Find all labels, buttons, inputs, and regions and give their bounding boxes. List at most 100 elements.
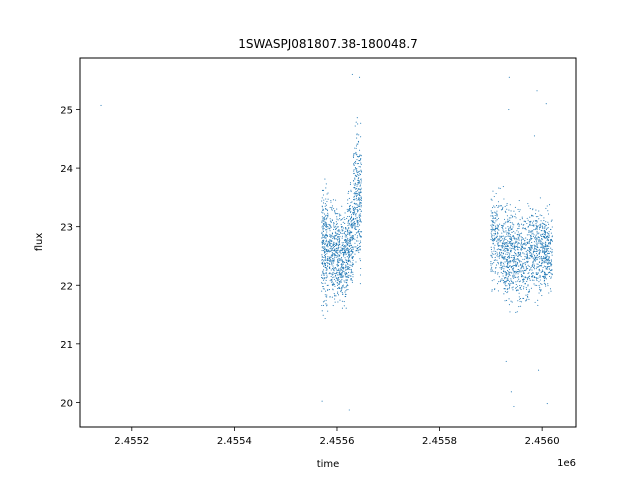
- data-point: [541, 262, 543, 265]
- data-point: [342, 218, 344, 220]
- data-point: [544, 278, 546, 280]
- data-point: [501, 246, 503, 248]
- data-point: [349, 255, 351, 257]
- data-point: [539, 264, 542, 267]
- data-point: [356, 137, 358, 139]
- data-point: [360, 204, 362, 206]
- data-point: [540, 220, 542, 222]
- data-point: [360, 163, 362, 165]
- data-point: [321, 250, 323, 252]
- data-point: [360, 221, 362, 223]
- data-point: [490, 198, 492, 200]
- data-point: [351, 219, 353, 221]
- data-point: [503, 282, 505, 284]
- data-point: [550, 260, 553, 262]
- data-point: [353, 180, 355, 182]
- data-point: [531, 231, 533, 233]
- data-point: [323, 219, 325, 221]
- data-point: [547, 283, 549, 285]
- data-point: [533, 277, 535, 279]
- data-point: [535, 224, 537, 227]
- data-point: [551, 236, 553, 238]
- data-point: [543, 262, 545, 264]
- data-point: [326, 193, 328, 195]
- data-point: [347, 233, 349, 235]
- data-point: [550, 232, 552, 234]
- data-point: [329, 256, 331, 258]
- data-point: [355, 228, 357, 230]
- data-point: [497, 242, 499, 244]
- data-point: [507, 221, 510, 223]
- data-point: [526, 252, 528, 254]
- data-point: [324, 255, 326, 257]
- data-point: [543, 258, 545, 260]
- data-point: [512, 215, 514, 217]
- data-point: [352, 207, 355, 209]
- data-point: [534, 284, 536, 286]
- data-point: [539, 258, 541, 260]
- data-point: [525, 266, 527, 268]
- data-point: [331, 258, 334, 260]
- data-point: [503, 247, 505, 249]
- data-point: [336, 271, 338, 274]
- data-point: [341, 230, 343, 232]
- data-point: [359, 249, 361, 251]
- data-point: [354, 238, 356, 240]
- data-point: [351, 231, 353, 233]
- data-point: [498, 239, 500, 241]
- data-point: [359, 218, 362, 220]
- data-point: [324, 278, 326, 280]
- data-point: [549, 241, 551, 243]
- data-point: [322, 271, 324, 273]
- data-point: [359, 240, 361, 242]
- data-point: [547, 265, 550, 268]
- data-point: [496, 212, 498, 214]
- data-point: [347, 192, 349, 194]
- data-point: [343, 301, 345, 303]
- data-point: [510, 234, 512, 236]
- data-point: [520, 273, 522, 276]
- data-point: [359, 208, 361, 210]
- data-point: [491, 266, 493, 268]
- data-point: [512, 235, 515, 237]
- data-point: [516, 233, 518, 235]
- data-point: [325, 267, 327, 269]
- data-point: [495, 217, 497, 219]
- data-point: [349, 275, 351, 277]
- data-point: [537, 246, 539, 249]
- data-point: [511, 231, 513, 233]
- data-point: [490, 269, 492, 271]
- data-point: [504, 288, 506, 290]
- data-point: [347, 288, 349, 291]
- data-point: [509, 221, 511, 223]
- data-point: [544, 243, 546, 245]
- data-point: [542, 225, 544, 227]
- data-point: [499, 267, 501, 269]
- data-point: [338, 241, 340, 243]
- data-point: [342, 227, 344, 229]
- data-point: [519, 264, 521, 266]
- data-point: [325, 249, 327, 251]
- data-point: [321, 189, 324, 192]
- data-point: [500, 249, 502, 251]
- data-point: [503, 268, 505, 270]
- data-point: [322, 218, 324, 220]
- data-point: [350, 265, 352, 267]
- data-point: [510, 278, 512, 280]
- data-point: [507, 218, 509, 220]
- data-point: [539, 226, 541, 228]
- data-point: [346, 280, 348, 282]
- data-point: [507, 232, 509, 234]
- data-point: [550, 228, 552, 231]
- data-point: [323, 220, 325, 222]
- data-point: [336, 230, 338, 232]
- data-point: [536, 232, 538, 234]
- data-point: [334, 228, 337, 231]
- data-point: [522, 279, 524, 281]
- data-point: [324, 215, 326, 217]
- data-point: [336, 216, 338, 218]
- data-point: [334, 285, 336, 287]
- data-point: [340, 281, 342, 284]
- data-point: [353, 186, 356, 188]
- data-point: [526, 268, 528, 270]
